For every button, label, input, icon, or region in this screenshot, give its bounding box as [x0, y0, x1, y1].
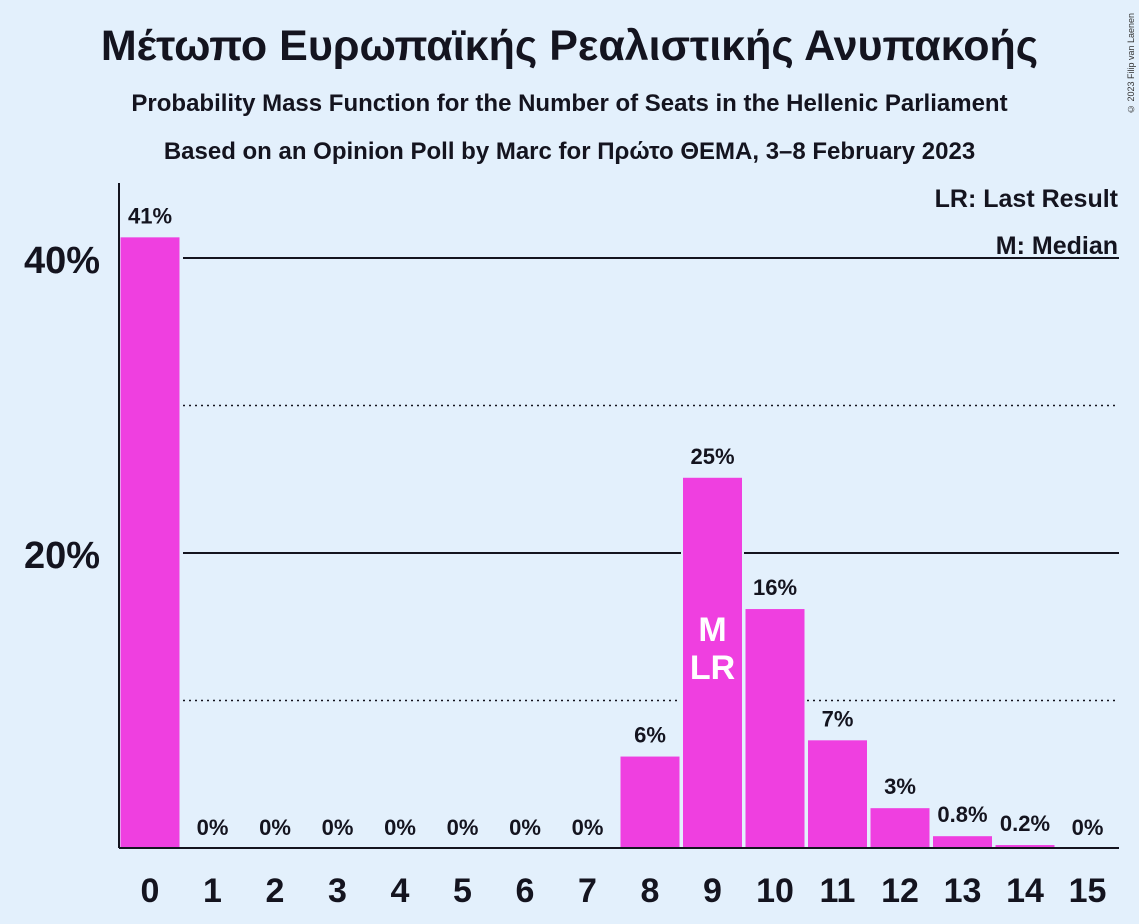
y-tick-label: 20% [24, 535, 100, 577]
x-tick-label: 15 [1069, 872, 1107, 910]
x-tick-label: 7 [578, 872, 597, 910]
data-label: 0% [197, 815, 229, 840]
data-label: 0% [1072, 815, 1104, 840]
x-tick-label: 1 [203, 872, 222, 910]
data-label: 0% [322, 815, 354, 840]
chart-title: Μέτωπο Ευρωπαϊκής Ρεαλιστικής Ανυπακοής [100, 22, 1039, 70]
x-tick-label: 3 [328, 872, 347, 910]
last-result-marker: LR [690, 649, 735, 687]
bar-12 [870, 808, 930, 848]
x-tick-label: 13 [944, 872, 982, 910]
data-label: 0% [509, 815, 541, 840]
x-tick-label: 4 [391, 872, 410, 910]
chart-subtitle: Probability Mass Function for the Number… [131, 90, 1008, 117]
x-tick-label: 12 [881, 872, 919, 910]
legend-last-result: LR: Last Result [934, 185, 1118, 213]
x-tick-label: 8 [641, 872, 660, 910]
bar-11 [808, 740, 867, 848]
bar-14 [995, 845, 1055, 848]
data-label: 0% [259, 815, 291, 840]
bar-8 [620, 756, 680, 848]
bar-0 [120, 237, 180, 849]
data-label: 3% [884, 774, 916, 799]
data-label: 25% [690, 444, 734, 469]
x-tick-label: 14 [1006, 872, 1044, 910]
chart-source: Based on an Opinion Poll by Marc for Πρώ… [163, 138, 976, 165]
data-label: 0.8% [937, 802, 987, 827]
x-tick-label: 10 [756, 872, 794, 910]
data-label: 0% [384, 815, 416, 840]
bar-9 [683, 477, 742, 848]
x-tick-label: 5 [453, 872, 472, 910]
data-label: 0.2% [1000, 811, 1050, 836]
bar-13 [933, 836, 992, 848]
data-label: 0% [572, 815, 604, 840]
data-label: 41% [128, 203, 172, 228]
x-tick-label: 9 [703, 872, 722, 910]
data-label: 6% [634, 723, 666, 748]
data-label: 7% [822, 706, 854, 731]
x-tick-label: 6 [516, 872, 535, 910]
data-label: 16% [753, 575, 797, 600]
legend-median: M: Median [995, 232, 1118, 260]
median-marker: M [698, 611, 726, 649]
x-tick-label: 2 [266, 872, 285, 910]
data-label: 0% [447, 815, 479, 840]
x-tick-label: 11 [820, 872, 856, 910]
x-tick-label: 0 [141, 872, 160, 910]
bar-10 [745, 609, 805, 848]
y-tick-label: 40% [24, 240, 100, 282]
